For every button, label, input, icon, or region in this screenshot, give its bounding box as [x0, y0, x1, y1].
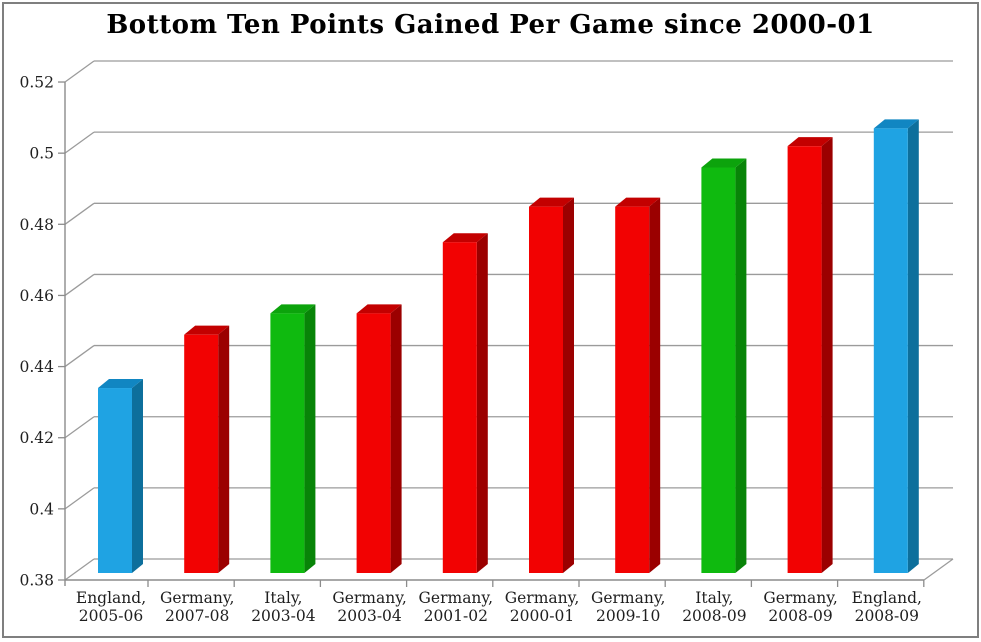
- gridline-depth-connector: [64, 558, 95, 581]
- bar: [356, 313, 391, 573]
- x-axis-category-label: 2009-10: [596, 607, 660, 625]
- x-axis-category-label: 2003-04: [337, 607, 402, 625]
- x-axis-category-label: Germany,: [505, 589, 580, 607]
- y-axis-tick-label: 0.42: [19, 429, 54, 447]
- y-axis-tick-label: 0.38: [19, 572, 54, 590]
- x-axis-category-label: Germany,: [591, 589, 666, 607]
- x-axis-category-label: 2005-06: [79, 607, 143, 625]
- x-axis-category-label: Germany,: [419, 589, 494, 607]
- gridline-depth-connector: [64, 345, 95, 368]
- bar-top-face: [787, 137, 833, 147]
- x-axis-category-label: England,: [852, 589, 922, 607]
- bar: [529, 206, 563, 573]
- chart-title: Bottom Ten Points Gained Per Game since …: [106, 10, 875, 40]
- bar-side-face: [218, 325, 230, 573]
- bar-top-face: [529, 197, 574, 207]
- bar: [270, 313, 305, 573]
- bar-side-face: [821, 137, 833, 573]
- gridline-depth-connector: [64, 416, 95, 439]
- bar: [184, 334, 219, 573]
- x-axis-category-label: Germany,: [763, 589, 838, 607]
- bar: [615, 206, 650, 573]
- x-axis-category-label: England,: [76, 589, 146, 607]
- x-axis-category-label: 2007-08: [165, 607, 229, 625]
- bar-top-face: [615, 197, 661, 207]
- gridline-depth-connector: [64, 487, 95, 510]
- bar-side-face: [563, 197, 574, 573]
- y-axis-tick-label: 0.48: [19, 216, 54, 234]
- x-axis-category-label: Italy,: [264, 589, 302, 607]
- bar-side-face: [735, 158, 747, 573]
- x-axis-category-label: 2008-09: [855, 607, 919, 625]
- y-axis-tick-label: 0.46: [19, 287, 54, 305]
- bar-top-face: [98, 379, 143, 389]
- bar-top-face: [873, 119, 919, 129]
- x-axis-category-label: Germany,: [160, 589, 235, 607]
- x-axis-category-label: 2003-04: [251, 607, 316, 625]
- bar: [98, 388, 132, 573]
- y-axis-tick-label: 0.52: [19, 74, 54, 92]
- x-axis-category-label: 2000-01: [510, 607, 574, 625]
- gridline-depth-connector: [64, 131, 95, 154]
- bar-top-face: [356, 304, 402, 314]
- bar-top-face: [701, 158, 747, 168]
- x-axis-category-label: Germany,: [332, 589, 407, 607]
- y-axis-tick-label: 0.4: [29, 500, 54, 518]
- bar: [442, 242, 477, 573]
- y-axis-tick-label: 0.5: [29, 145, 54, 163]
- gridline-depth-connector: [64, 202, 95, 225]
- bar-side-face: [476, 233, 488, 573]
- bar-top-face: [270, 304, 316, 314]
- x-axis-category-label: 2008-09: [768, 607, 832, 625]
- x-axis-category-label: 2008-09: [682, 607, 746, 625]
- gridline-depth-connector: [64, 273, 95, 296]
- y-axis-tick-label: 0.44: [19, 358, 54, 376]
- bar-top-face: [442, 233, 488, 243]
- floor-right-depth-edge: [923, 558, 954, 581]
- bar-side-face: [649, 197, 661, 573]
- x-axis-category-label: Italy,: [695, 589, 733, 607]
- bar-side-face: [907, 119, 919, 573]
- bar: [873, 128, 908, 573]
- gridline-depth-connector: [64, 60, 95, 83]
- bar-side-face: [132, 379, 143, 573]
- bar-side-face: [304, 304, 316, 573]
- x-axis-category-label: 2001-02: [424, 607, 488, 625]
- bar-top-face: [184, 325, 230, 335]
- bar-side-face: [390, 304, 402, 573]
- bar: [787, 146, 822, 573]
- bar: [701, 167, 736, 573]
